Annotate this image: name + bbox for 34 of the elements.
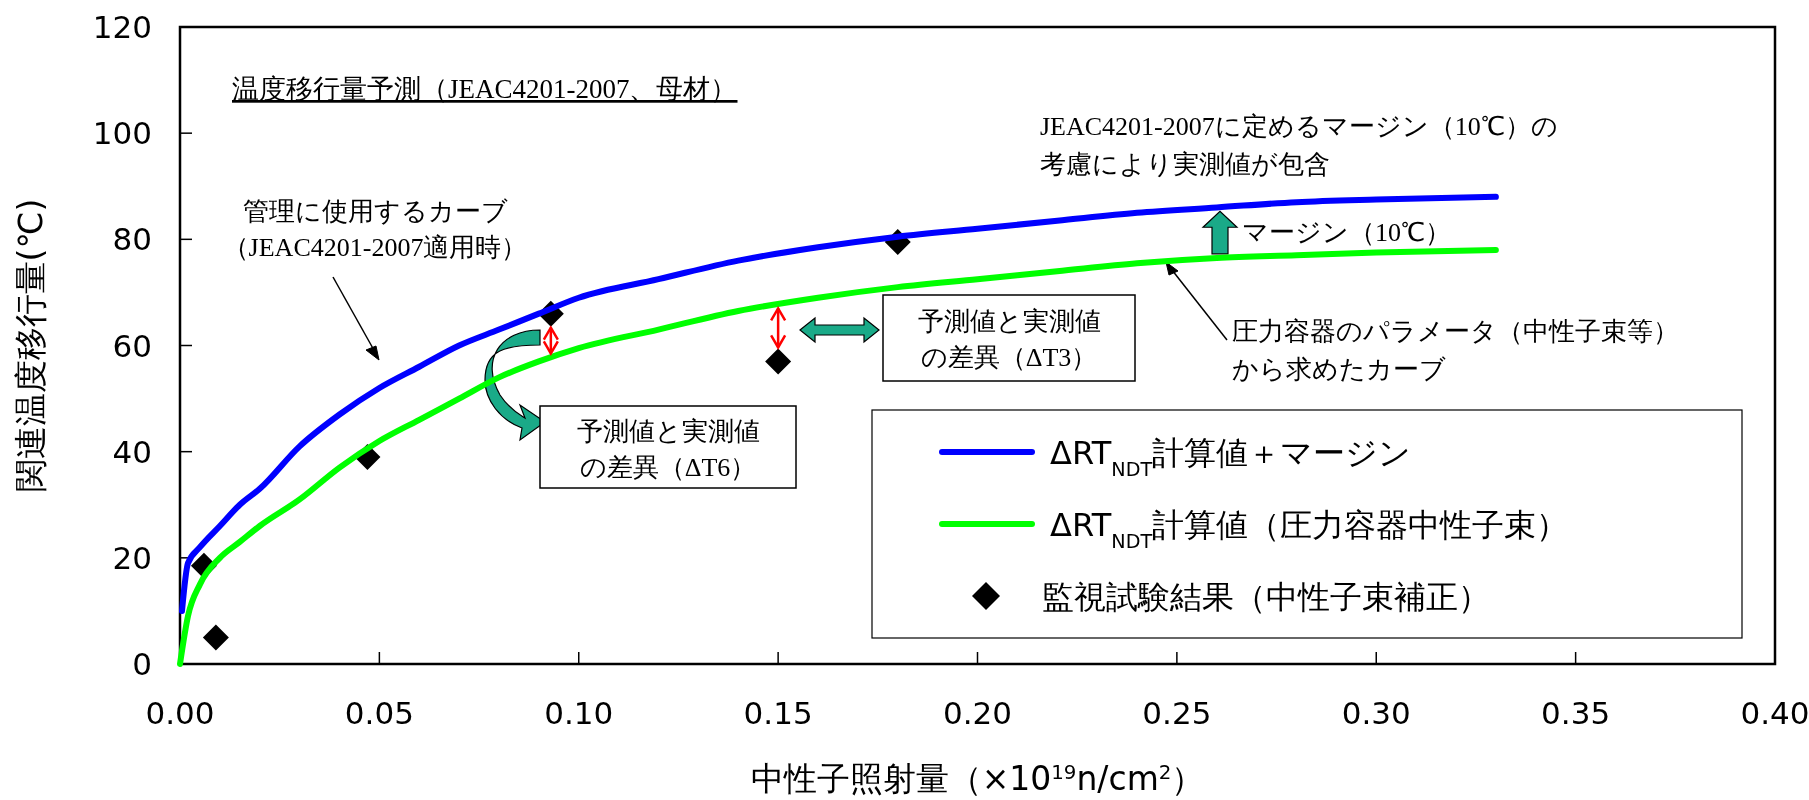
- y-tick-label: 80: [112, 221, 152, 258]
- point: [202, 624, 229, 651]
- annotation: 予測値と実測値: [576, 417, 760, 446]
- x-tick-label: 0.10: [544, 695, 614, 731]
- legend-label: ΔRT$_{NDT}$計算値（圧力容器中性子束）: [1050, 506, 1569, 553]
- annotation: の差異（ΔT6）: [579, 453, 757, 482]
- y-tick-label: 40: [112, 433, 152, 470]
- x-tick-label: 0.05: [344, 695, 414, 731]
- annotation: マージン（10℃）: [1242, 218, 1451, 247]
- legend-label: 監視試験結果（中性子束補正）: [1042, 578, 1490, 616]
- x-tick-label: 0.30: [1341, 695, 1411, 731]
- y-tick-label: 20: [112, 539, 152, 576]
- x-axis-title: 中性子照射量（×10$^{19}$n/cm$^{2}$）: [750, 759, 1205, 798]
- x-tick-label: 0.00: [145, 695, 215, 731]
- annotation: の差異（ΔT3）: [920, 343, 1098, 372]
- annotation: （JEAC4201-2007適用時）: [222, 233, 528, 262]
- x-tick-label: 0.20: [942, 695, 1013, 731]
- y-tick-label: 120: [92, 9, 152, 45]
- x-tick-label: 0.35: [1541, 695, 1611, 731]
- annotation: 予測値と実測値: [917, 307, 1101, 336]
- x-tick-label: 0.40: [1740, 695, 1809, 731]
- point: [765, 348, 792, 375]
- y-tick-label: 60: [112, 327, 152, 364]
- y-tick-label: 100: [92, 115, 152, 152]
- annotation: から求めたカーブ: [1232, 355, 1446, 384]
- legend-label: ΔRT$_{NDT}$計算値＋マージン: [1050, 434, 1412, 481]
- y-tick-label: 0: [132, 646, 152, 682]
- annotation: 管理に使用するカーブ: [242, 197, 508, 226]
- annotation: 考慮により実測値が包含: [1040, 150, 1330, 179]
- y-axis-title: 関連温度移行量(℃): [11, 198, 50, 493]
- annotation: JEAC4201-2007に定めるマージン（10℃）の: [1040, 112, 1558, 141]
- annotation: 圧力容器のパラメータ（中性子束等）: [1232, 317, 1679, 346]
- x-tick-label: 0.25: [1142, 695, 1212, 731]
- x-tick-label: 0.15: [743, 695, 813, 731]
